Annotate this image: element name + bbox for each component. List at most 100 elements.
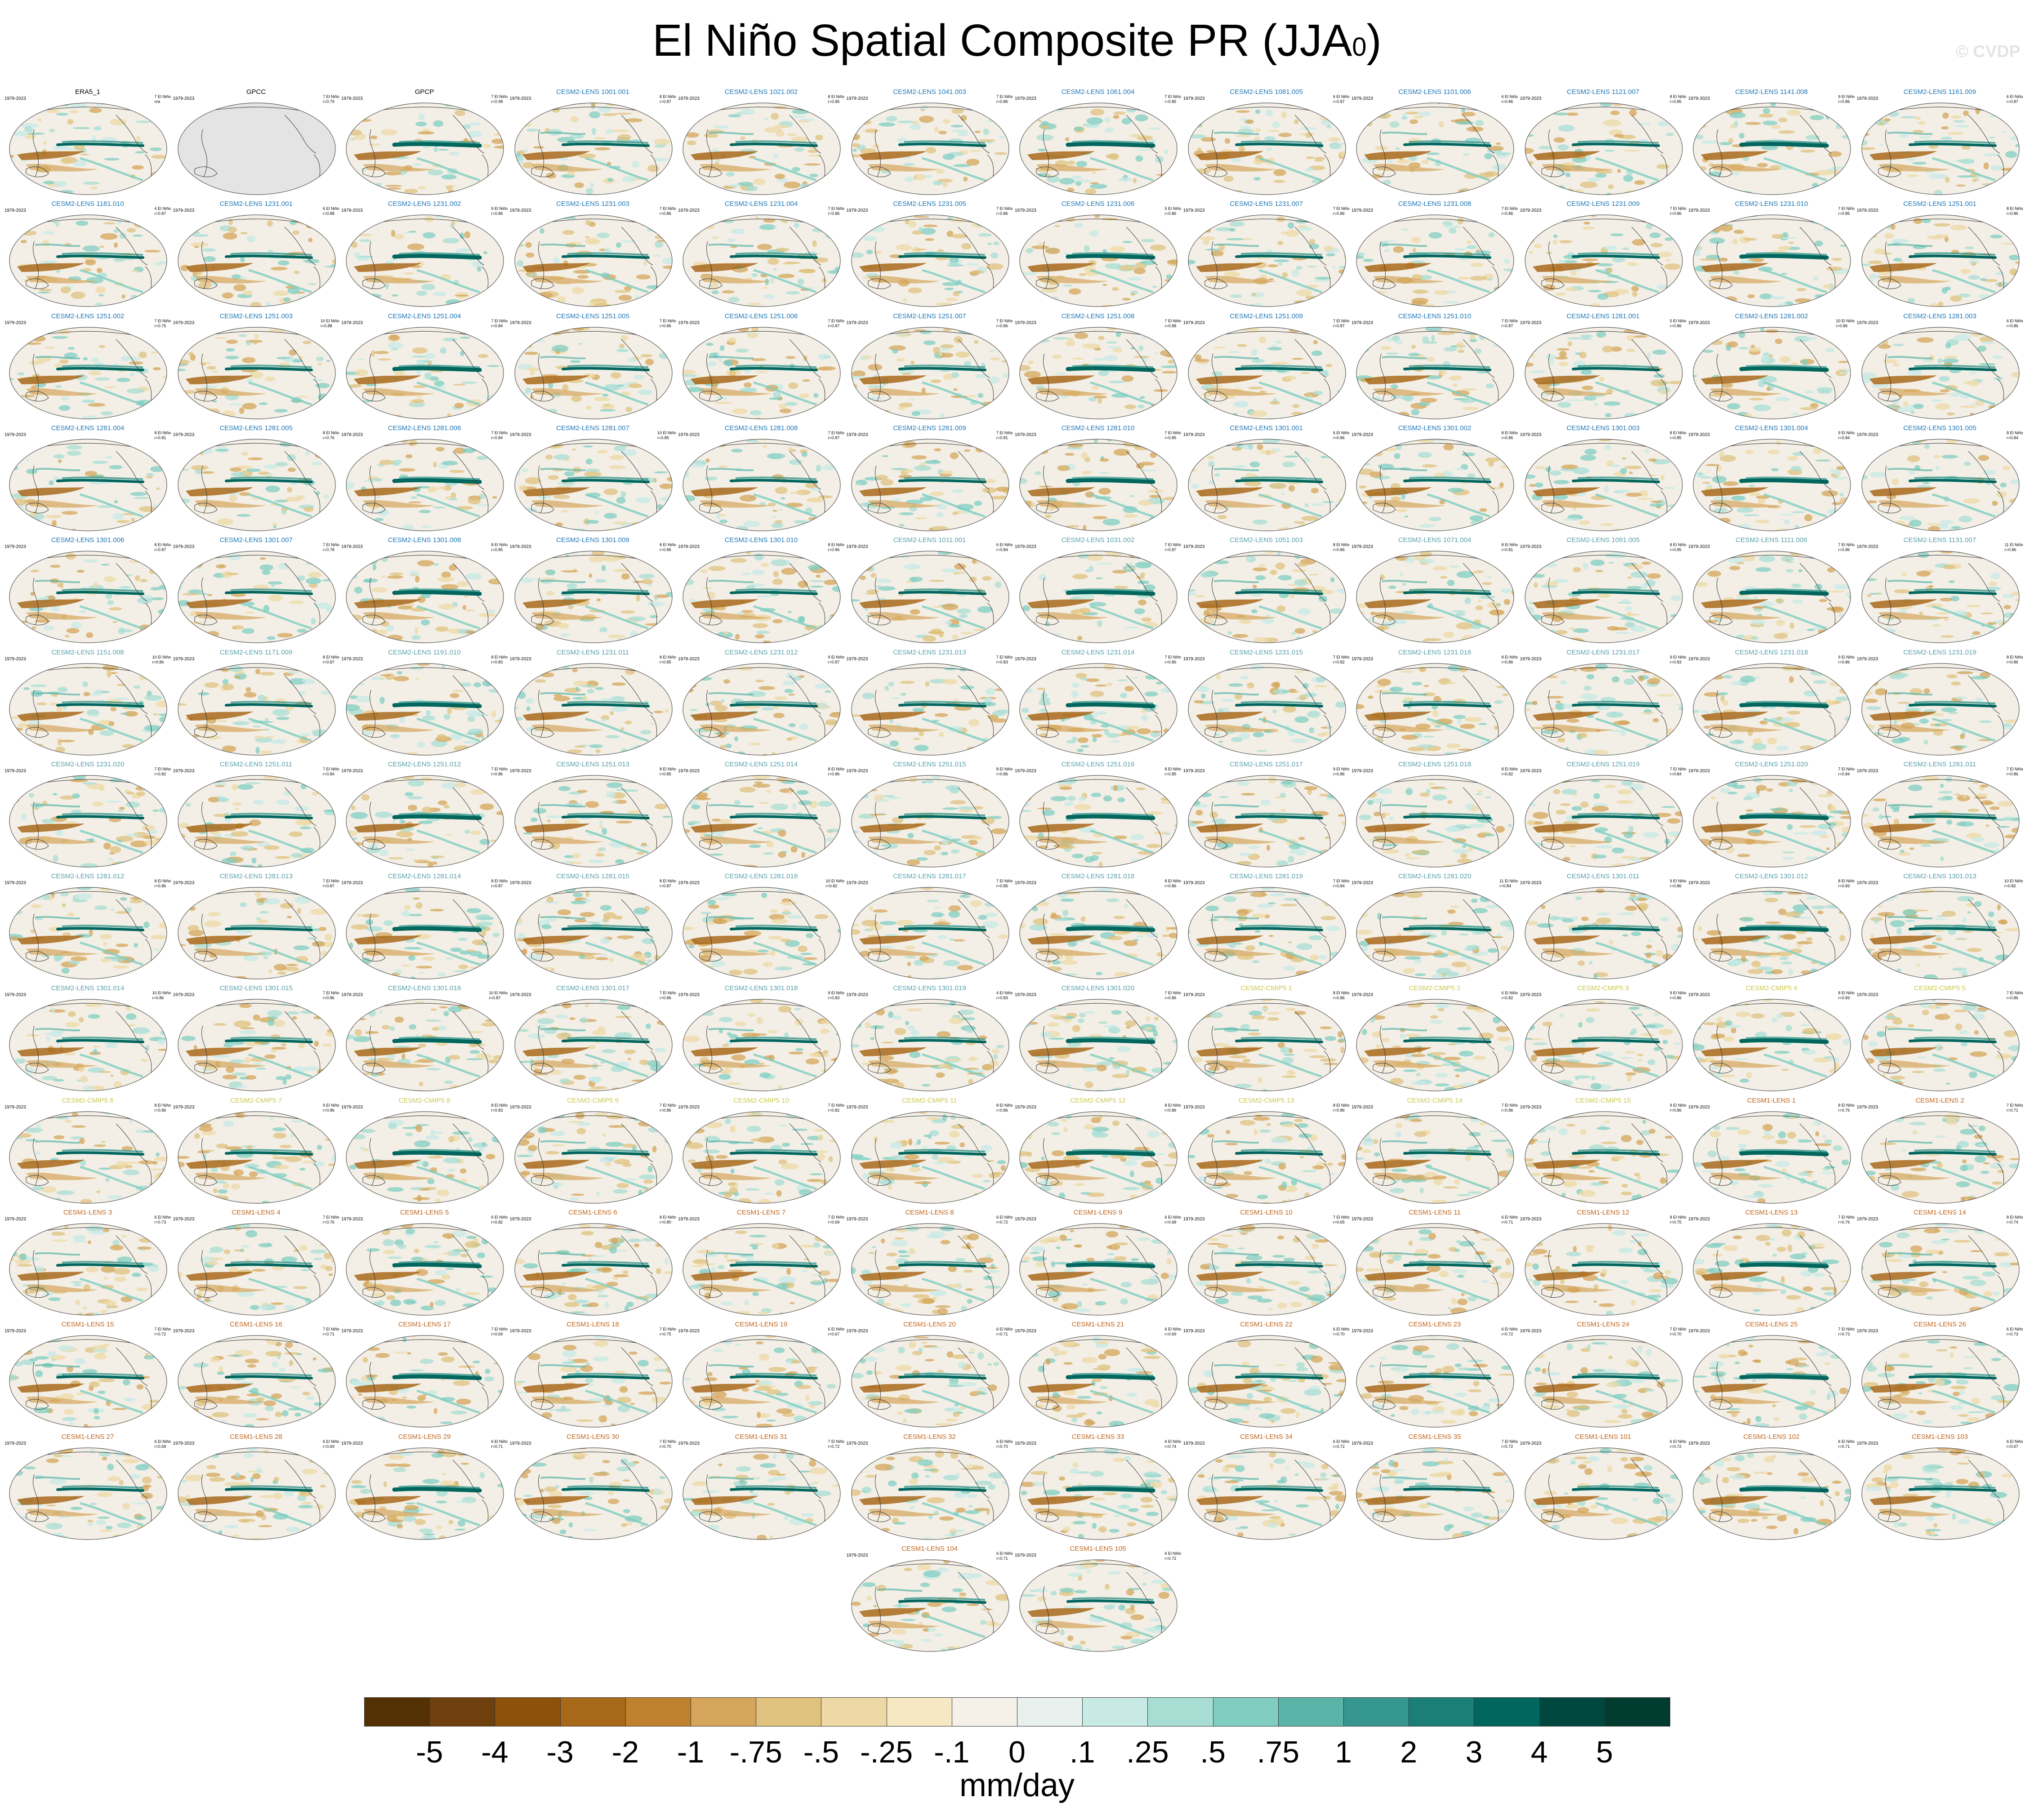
map-panel: CESM1-LENS 103 1979-2023 6 El Niño r=0.67 [1856, 1433, 2024, 1545]
map-panel: CESM2-LENS 1301.016 1979-2023 10 El Niño r… [340, 984, 508, 1097]
panel-years: 1979-2023 [1688, 1104, 1710, 1110]
colorbar-box [1409, 1697, 1475, 1727]
panel-title: CESM1-LENS 101 [1575, 1433, 1632, 1441]
panel-stat: 6 El Niño r=0.72 [1333, 1439, 1350, 1449]
precip-anomaly-field [1020, 1224, 1177, 1315]
precip-anomaly-field [1020, 1447, 1177, 1540]
precip-anomaly-field [1861, 887, 2019, 979]
panel-years: 1979-2023 [1183, 432, 1205, 437]
panel-stat: 10 El Niño r=0.82 [2004, 879, 2023, 889]
map-panel: CESM2-LENS 1251.003 1979-2023 10 El Niño r… [172, 312, 340, 425]
panel-years: 1979-2023 [678, 656, 700, 662]
precip-anomaly-field [1188, 1447, 1346, 1540]
panel-stat: 7 El Niño r=0.86 [659, 206, 676, 216]
map-panel: CESM2-LENS 1281.001 1979-2023 5 El Niño r=… [1519, 312, 1687, 425]
precip-anomaly-field [514, 439, 672, 531]
panel-map [177, 663, 336, 756]
panel-title: CESM2-LENS 1301.015 [219, 984, 293, 992]
panel-stat: 9 El Niño r=0.86 [322, 1103, 339, 1112]
panel-title: CESM2-LENS 1021.002 [724, 88, 798, 96]
panel-stat: 8 El Niño r=0.86 [154, 1103, 171, 1112]
panel-title: CESM2-LENS 1131.007 [1903, 536, 1976, 544]
panel-stat: 8 El Niño r=0.86 [828, 766, 844, 776]
panel-title: CESM1-LENS 2 [1915, 1096, 1964, 1104]
panel-title: CESM2-LENS 1281.019 [1230, 872, 1303, 881]
panel-stat: 8 El Niño r=0.76 [322, 430, 339, 440]
panel-stat: 10 El Niño r=0.86 [1836, 318, 1855, 328]
map-panel: CESM2-LENS 1051.003 1979-2023 8 El Niño r=… [1182, 536, 1351, 649]
panel-map [1524, 551, 1683, 643]
map-panel: CESM2-LENS 1011.001 1979-2023 6 El Niño r=… [846, 536, 1014, 649]
panel-map [1356, 663, 1514, 756]
panel-stat: 8 El Niño r=0.86 [1501, 654, 1518, 664]
panel-years: 1979-2023 [4, 208, 26, 214]
panel-stat: 7 El Niño n/a [154, 94, 171, 104]
panel-map [1693, 214, 1851, 307]
panel-years: 1979-2023 [1520, 768, 1542, 774]
map-panel: CESM2-LENS 1251.012 1979-2023 7 El Niño r=… [340, 761, 508, 873]
panel-map [9, 551, 167, 643]
panel-map [1356, 214, 1514, 307]
panel-map [1187, 887, 1346, 979]
panel-map [9, 775, 167, 868]
precip-anomaly-field [851, 1335, 1009, 1428]
panel-stat: 6 El Niño r=0.84 [996, 543, 1013, 552]
map-panel: CESM2-LENS 1231.018 1979-2023 9 El Niño r=… [1687, 649, 1856, 761]
precip-anomaly-field [514, 103, 672, 195]
panel-title: CESM1-LENS 27 [61, 1433, 114, 1441]
map-panel: CESM1-LENS 19 1979-2023 6 El Niño r=0.67 [677, 1321, 845, 1433]
map-panel: CESM1-LENS 35 1979-2023 7 El Niño r=0.72 [1351, 1433, 1519, 1545]
panel-title: CESM2-LENS 1231.013 [893, 648, 966, 656]
panel-title: CESM2-LENS 1301.002 [1398, 424, 1472, 432]
panel-stat: 7 El Niño r=0.72 [828, 1439, 844, 1449]
panel-map [346, 1447, 504, 1540]
map-panel: CESM1-LENS 3 1979-2023 6 El Niño r=0.73 [4, 1209, 172, 1321]
precip-anomaly-field [1188, 1224, 1346, 1315]
map-panel: CESM2-LENS 1301.013 1979-2023 10 El Niño r… [1856, 872, 2024, 985]
panel-years: 1979-2023 [846, 768, 868, 774]
panel-years: 1979-2023 [678, 992, 700, 998]
panel-stat: 8 El Niño r=0.85 [1669, 94, 1686, 104]
panel-map [1861, 1223, 2020, 1316]
panel-stat: 8 El Niño r=0.74 [2006, 1215, 2023, 1224]
colorbar-tick-label: -3 [546, 1735, 574, 1769]
panel-map [514, 1111, 673, 1204]
panel-years: 1979-2023 [173, 1329, 195, 1334]
panel-years: 1979-2023 [1520, 544, 1542, 550]
panel-title: CESM2-LENS 1231.004 [724, 200, 798, 208]
panel-title: CESM2-CMIP5 1 [1240, 984, 1293, 992]
map-panel: CESM2-LENS 1231.001 1979-2023 6 El Niño r=… [172, 200, 340, 312]
panel-title: CESM2-CMIP5 4 [1745, 984, 1798, 992]
panel-years: 1979-2023 [1183, 768, 1205, 774]
precip-anomaly-field [1356, 551, 1514, 643]
panel-years: 1979-2023 [1520, 1329, 1542, 1334]
panel-map [346, 663, 504, 756]
panel-years: 1979-2023 [846, 1217, 868, 1222]
panel-years: 1979-2023 [173, 1441, 195, 1446]
precip-anomaly-field [514, 999, 672, 1091]
panel-stat: 7 El Niño r=0.86 [322, 991, 339, 1001]
map-panel: CESM1-LENS 6 1979-2023 8 El Niño r=0.80 [509, 1209, 677, 1321]
panel-map [1861, 102, 2020, 195]
precip-anomaly-field [346, 439, 504, 531]
map-panel: CESM2-LENS 1251.001 1979-2023 8 El Niño r=… [1856, 200, 2024, 312]
panel-title: CESM2-LENS 1281.014 [388, 872, 461, 881]
panel-map [514, 1447, 673, 1540]
precip-anomaly-field [178, 215, 335, 307]
panel-map [1861, 439, 2020, 531]
panel-title: CESM2-LENS 1251.004 [388, 312, 461, 320]
panel-map [1861, 663, 2020, 756]
map-panel: CESM2-LENS 1001.001 1979-2023 8 El Niño r=… [509, 88, 677, 200]
panel-years: 1979-2023 [1688, 1329, 1710, 1334]
panel-title: CESM1-LENS 21 [1071, 1321, 1124, 1329]
panel-map [682, 214, 841, 307]
panel-title: CESM2-LENS 1301.016 [388, 984, 461, 992]
colorbar-tick-label: -.75 [729, 1735, 782, 1769]
colorbar-tick-label: -.5 [803, 1735, 839, 1769]
panel-years: 1979-2023 [1688, 768, 1710, 774]
precip-anomaly-field [1861, 1224, 2019, 1315]
panel-map [1019, 1111, 1178, 1204]
precip-anomaly-field [1020, 103, 1177, 195]
panel-map [682, 775, 841, 868]
map-panel: CESM1-LENS 104 1979-2023 6 El Niño r=0.71 [846, 1545, 1014, 1657]
